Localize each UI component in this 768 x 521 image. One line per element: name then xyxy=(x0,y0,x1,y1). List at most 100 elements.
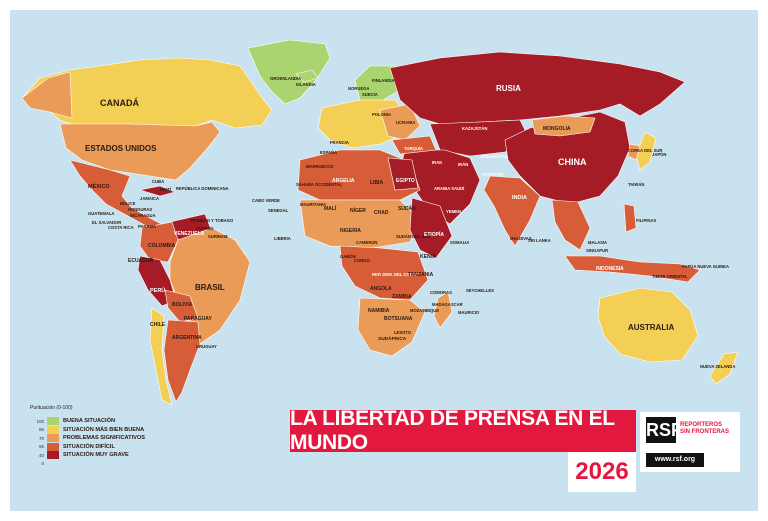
legend-item: 55 SITUACIÓN DIFÍCIL xyxy=(30,442,210,452)
label-cuba: CUBA xyxy=(152,179,164,184)
legend-tick: 40 xyxy=(38,452,44,458)
rsf-name-line2: SIN FRONTERAS xyxy=(680,429,730,435)
label-mauricio: MAURICIO xyxy=(458,310,480,315)
label-india: INDIA xyxy=(512,195,527,201)
label-islandia: ISLANDIA xyxy=(296,82,316,87)
label-mongolia: MONGOLIA xyxy=(543,126,571,132)
label-seychelles: SEYCHELLES xyxy=(466,288,494,293)
label-sudan-sur: SUDÁN DEL SUR xyxy=(396,234,430,239)
rsf-mark: RSF xyxy=(646,417,682,443)
rsf-url[interactable]: www.rsf.org xyxy=(646,453,704,467)
region-korea xyxy=(627,143,641,161)
label-paraguay: PARAGUAY xyxy=(184,316,212,322)
label-yemen: YEMEN xyxy=(446,209,461,214)
label-mozambique: MOZAMBIQUE xyxy=(410,308,439,313)
label-timor: TIMOR ORIENTAL xyxy=(652,274,688,279)
legend-tick: 70 xyxy=(38,435,44,441)
label-senegal: SENEGAL xyxy=(268,208,289,213)
region-mongolia xyxy=(531,115,596,137)
label-colombia: COLOMBIA xyxy=(148,243,176,249)
region-new-zealand xyxy=(709,351,739,385)
label-bolivia: BOLIVIA xyxy=(172,302,193,308)
label-malasia: MALASIA xyxy=(588,240,607,245)
rsf-logo: RSF REPORTEROS SIN FRONTERAS www.rsf.org xyxy=(640,412,740,472)
label-belice: BELICE xyxy=(120,201,136,206)
page-title: LA LIBERTAD DE PRENSA EN EL MUNDO xyxy=(290,407,615,454)
legend-tick: 0 xyxy=(41,461,44,467)
label-gabon: GABÓN xyxy=(340,254,356,259)
label-surinam: SURINAM xyxy=(208,234,228,239)
label-mexico: MÉXICO xyxy=(88,182,110,190)
label-niger: NÍGER xyxy=(350,206,366,214)
legend-title: Puntuación (0-100) xyxy=(30,405,73,411)
label-noruega: NORUEGA xyxy=(348,86,369,91)
label-chile: CHILE xyxy=(150,322,166,328)
label-lesoto: LESOTO xyxy=(394,330,412,335)
label-namibia: NAMIBIA xyxy=(368,308,390,314)
legend-label: SITUACIÓN DIFÍCIL xyxy=(63,443,115,450)
label-indonesia: INDONESIA xyxy=(596,266,624,272)
label-rdc: REP. DEM. DEL CONGO xyxy=(372,272,420,277)
label-sahara: SÁHARA OCCIDENTAL xyxy=(296,182,343,187)
label-japon: JAPÓN xyxy=(652,152,666,157)
label-panama: PANAMÁ xyxy=(138,224,156,229)
label-mali: MALÍ xyxy=(324,204,337,212)
rsf-name-line1: REPORTEROS xyxy=(680,422,723,428)
region-iceland xyxy=(295,69,319,83)
region-alaska xyxy=(21,71,73,119)
label-nicaragua: NICARAGUA xyxy=(130,213,156,218)
label-usa: ESTADOS UNIDOS xyxy=(85,144,157,153)
label-espana: ESPAÑA xyxy=(320,150,337,155)
label-angola: ANGOLA xyxy=(370,286,392,292)
label-taiwan: TAIWÁN xyxy=(628,182,644,187)
legend-rows: 100 BUENA SITUACIÓN 85 SITUACIÓN MÁS BIEN B… xyxy=(30,417,210,468)
region-philippines xyxy=(623,203,637,233)
region-russia xyxy=(389,51,686,125)
region-indonesia xyxy=(564,255,701,283)
label-filipinas: FILIPINAS xyxy=(636,218,656,223)
region-africa-east xyxy=(409,197,453,259)
label-haiti: HAITÍ xyxy=(160,187,172,192)
label-brasil: BRASIL xyxy=(195,283,225,292)
label-nueva-zelanda: NUEVA ZELANDA xyxy=(700,364,735,369)
year-label: 2026 xyxy=(575,458,629,485)
label-ucrania: UCRANIA xyxy=(396,120,415,125)
label-libia: LIBIA xyxy=(370,180,383,186)
label-sri-lanka: SRI LANKA xyxy=(528,238,551,243)
label-guatemala: GUATEMALA xyxy=(88,211,114,216)
legend-swatch xyxy=(47,425,59,434)
region-africa-south xyxy=(357,297,426,357)
region-greenland xyxy=(247,39,331,105)
region-egypt xyxy=(387,157,419,191)
label-el-salvador: EL SALVADOR xyxy=(92,220,121,225)
label-nigeria: NIGERIA xyxy=(340,228,361,234)
label-singapur: SINGAPUR xyxy=(586,248,608,253)
label-marruecos: MARRUECOS xyxy=(306,164,334,169)
label-australia: AUSTRALIA xyxy=(628,323,674,332)
label-argentina: ARGENTINA xyxy=(172,335,202,341)
label-pakistan: PAKISTÁN xyxy=(482,172,503,177)
label-camerun: CAMERÚN xyxy=(356,240,377,245)
label-polonia: POLONIA xyxy=(372,112,391,117)
region-india xyxy=(483,175,541,247)
label-kenia: KENIA xyxy=(420,254,436,260)
label-maldivas: MALDIVAS xyxy=(510,236,532,241)
label-ecuador: ECUADOR xyxy=(128,258,154,264)
legend-swatch xyxy=(47,451,59,460)
label-iran: IRÁN xyxy=(458,162,468,167)
label-groenlandia: GROENLANDIA xyxy=(270,76,301,81)
label-suecia: SUECIA xyxy=(362,92,378,97)
label-chad: CHAD xyxy=(374,210,389,216)
region-colombia xyxy=(139,221,179,263)
legend-tick: 100 xyxy=(36,418,44,424)
label-peru: PERÚ xyxy=(150,287,165,294)
legend-swatch xyxy=(47,434,59,443)
label-sudafrica: SUDÁFRICA xyxy=(378,335,407,342)
label-afganistan: AFGANISTÁN xyxy=(480,154,507,159)
legend-tick-row: 0 xyxy=(30,460,210,469)
title-banner: LA LIBERTAD DE PRENSA EN EL MUNDO xyxy=(290,407,636,454)
legend-label: SITUACIÓN MÁS BIEN BUENA xyxy=(63,426,145,433)
label-irak: IRAK xyxy=(432,160,442,165)
